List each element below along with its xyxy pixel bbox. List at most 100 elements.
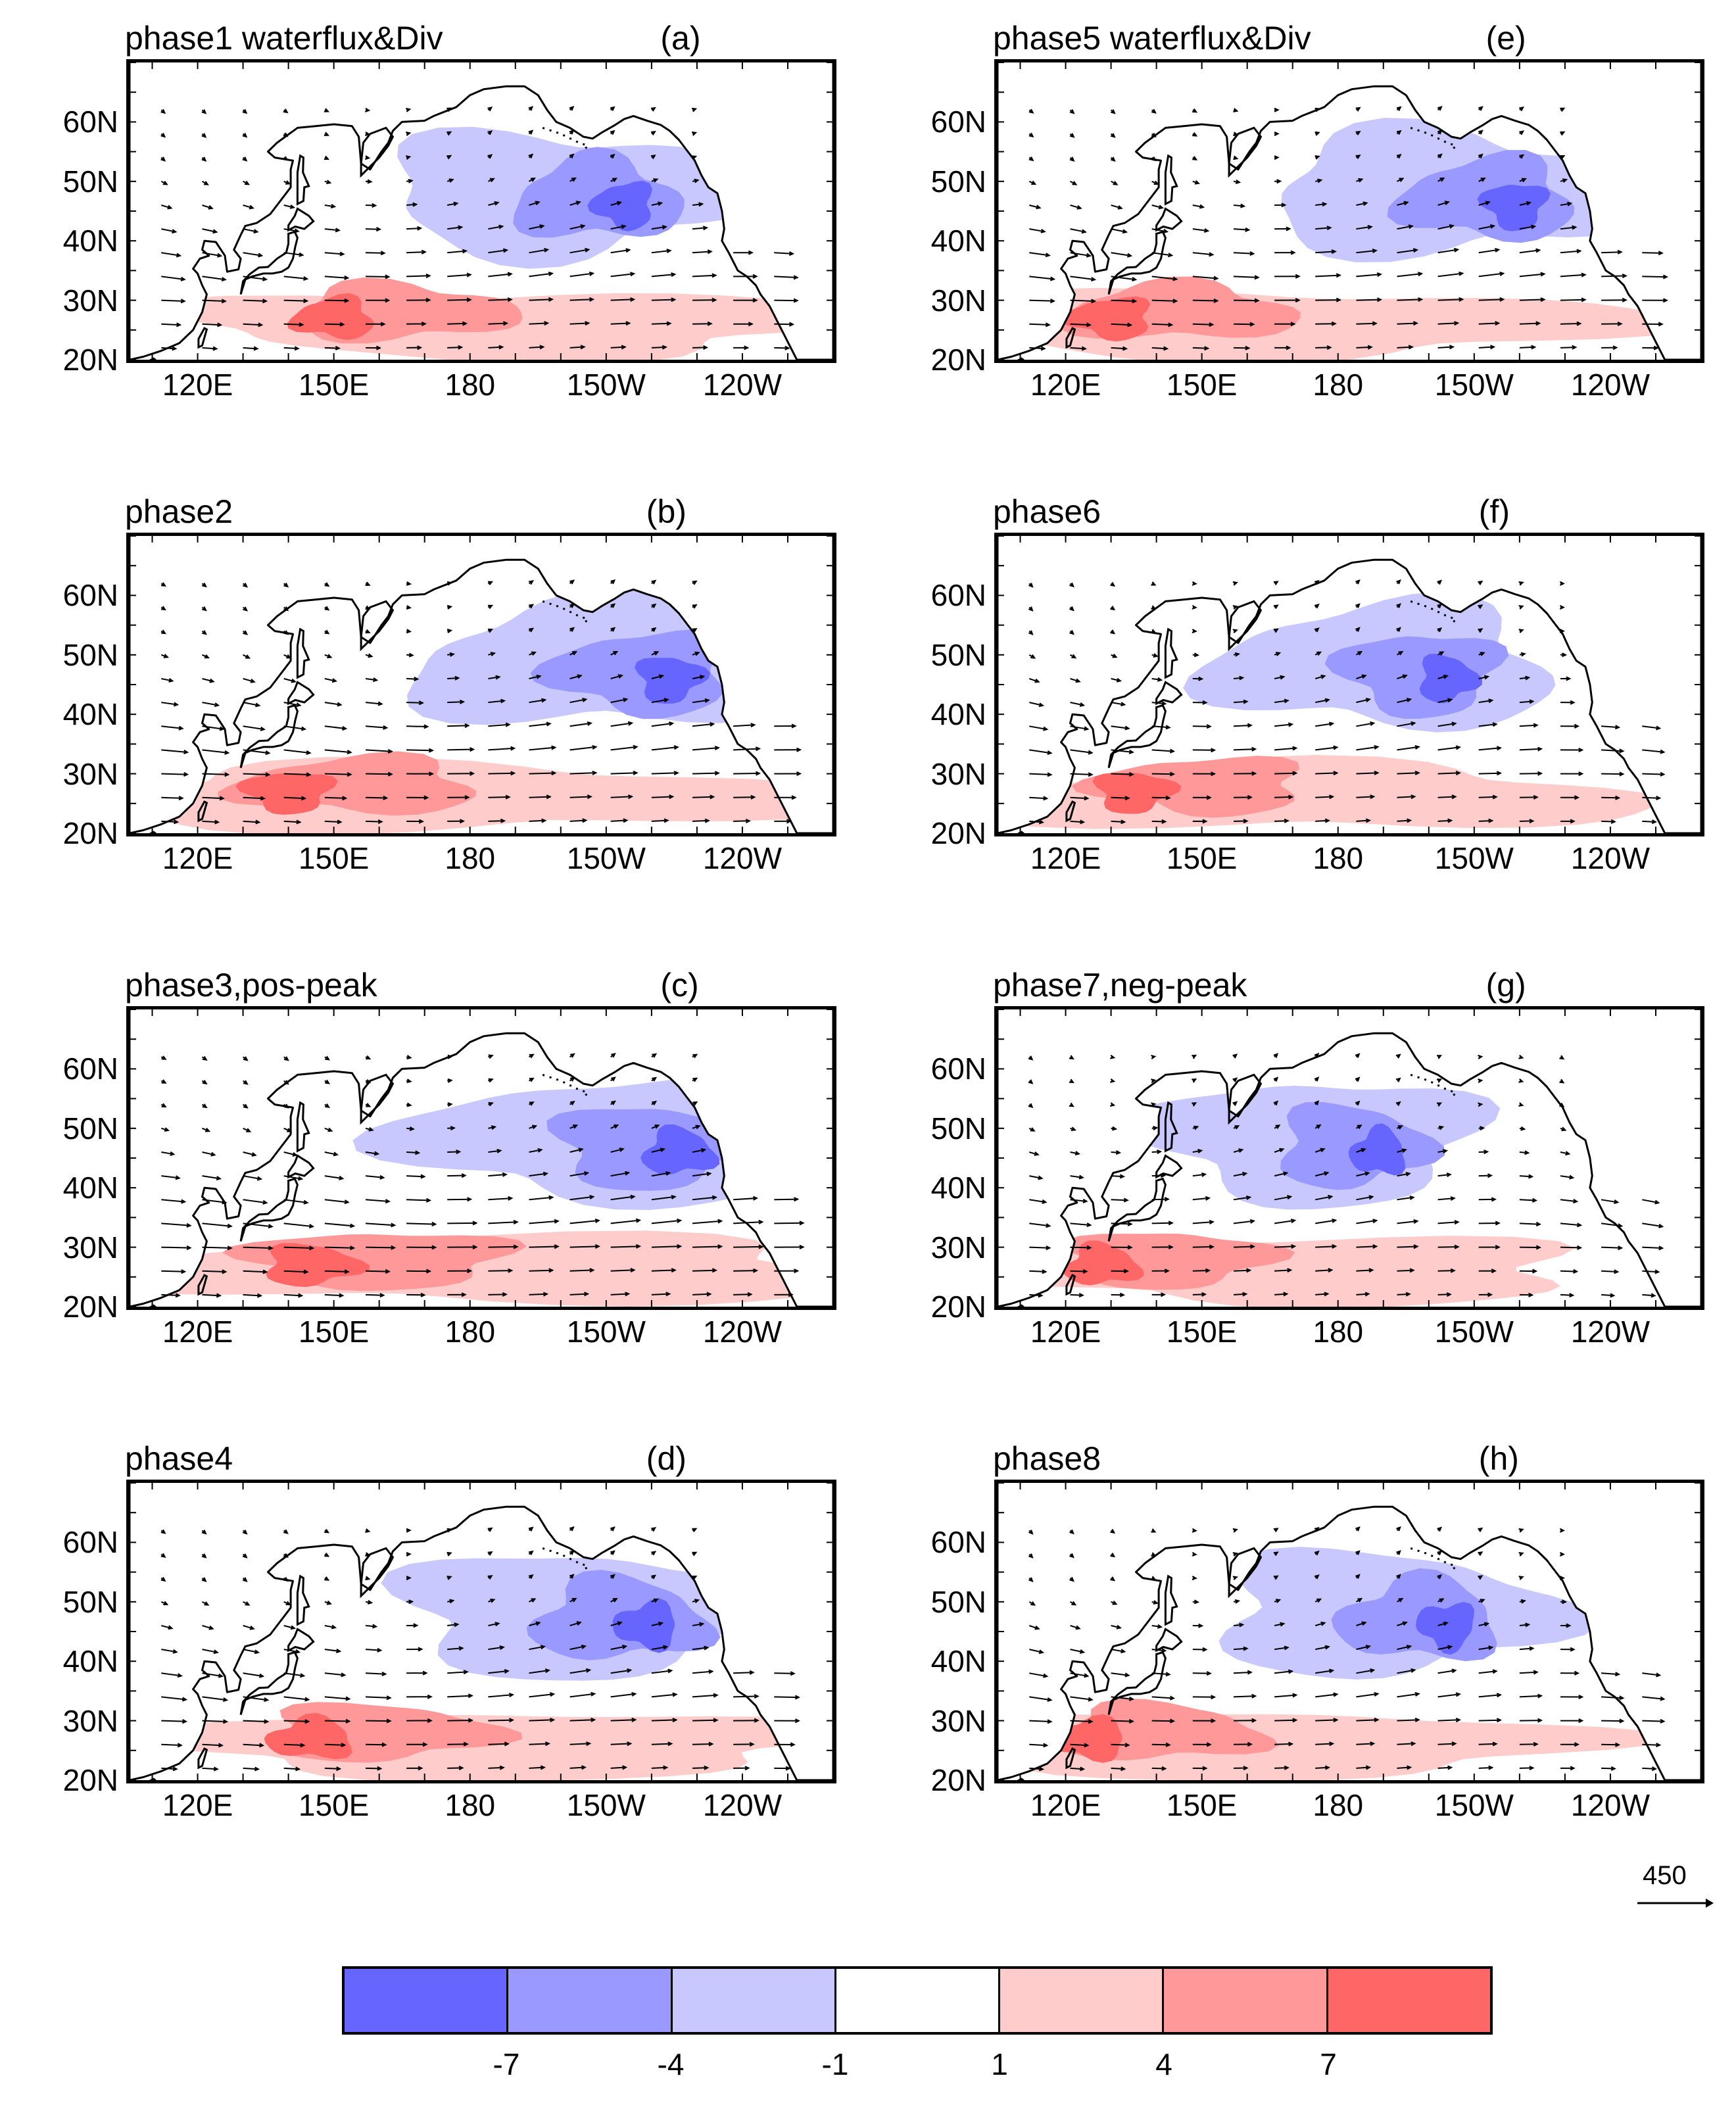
flux-vector-head [299, 1673, 306, 1678]
flux-vector-head [1581, 272, 1587, 278]
flux-vector-head [1239, 1622, 1245, 1628]
flux-vector [365, 1151, 379, 1155]
flux-vector-head [542, 1292, 549, 1297]
flux-vector-head [528, 130, 534, 135]
flux-vector-head [1447, 1645, 1453, 1650]
flux-vector-head [704, 818, 710, 823]
flux-vector-head [1284, 698, 1290, 704]
flux-vector-head [446, 1576, 452, 1580]
flux-vector-head [1574, 1670, 1580, 1676]
flux-vector [692, 299, 716, 301]
flux-vector-head [1324, 1292, 1330, 1297]
flux-vector [1070, 1175, 1083, 1178]
flux-vector [610, 273, 635, 278]
flux-vector-head [1540, 272, 1546, 277]
flux-vector [202, 773, 229, 775]
flux-vector [1642, 1720, 1664, 1722]
flux-vector-head [1288, 1669, 1294, 1674]
flux-vector [283, 820, 301, 823]
flux-vector-head [653, 1598, 659, 1603]
negative-anomaly-strong [1477, 184, 1551, 231]
flux-vector-head [1450, 1196, 1456, 1201]
flux-vector [651, 1293, 670, 1295]
flux-vector-head [368, 1126, 374, 1132]
flux-vector [1437, 272, 1463, 278]
flux-vector-head [160, 1529, 166, 1534]
flux-vector-head [242, 1577, 248, 1582]
flux-vector-head [1405, 1292, 1411, 1297]
flux-vector [1478, 1719, 1501, 1722]
island-outline [239, 230, 299, 295]
flux-vector-head [1374, 770, 1380, 775]
flux-vector-head [422, 1742, 428, 1747]
flux-vector-head [704, 698, 710, 703]
flux-vector [1478, 747, 1501, 751]
flux-vector-head [1570, 700, 1576, 705]
flux-vector-head [1284, 818, 1290, 823]
flux-vector-head [202, 582, 207, 588]
flux-vector [1111, 1199, 1128, 1201]
flux-vector [1192, 228, 1209, 232]
flux-vector-head [700, 1148, 707, 1153]
flux-vector-head [1410, 721, 1416, 726]
flux-vector [447, 1624, 458, 1626]
panel-title: phase8 [993, 1440, 1101, 1477]
island-outline [197, 327, 208, 349]
flux-vector [1233, 677, 1243, 679]
flux-vector [1519, 273, 1545, 278]
panel-g: phase7,neg-peak (g) 60N 50N 40N 30N 20N 120E 150… [868, 967, 1710, 1388]
flux-vector [692, 274, 716, 278]
flux-vector [324, 1720, 350, 1722]
flux-vector-head [415, 1150, 421, 1155]
flux-vector-head [1355, 130, 1361, 135]
flux-vector-head [1273, 1528, 1279, 1533]
flux-vector-head [1080, 1766, 1086, 1772]
flux-vector-head [537, 1148, 543, 1153]
flux-vector [1601, 820, 1615, 823]
flux-vector-head [385, 1199, 391, 1204]
flux-vector-head [1331, 321, 1337, 326]
flux-vector-head [504, 1741, 510, 1747]
flux-vector-head [788, 251, 795, 256]
flux-vector [529, 796, 550, 798]
flux-vector-head [1326, 345, 1332, 350]
flux-vector-head [627, 721, 634, 726]
flux-vector-head [1240, 203, 1246, 208]
flux-vector [1315, 227, 1331, 230]
flux-vector [161, 1625, 172, 1630]
flux-vector-head [1286, 226, 1291, 231]
flux-vector-head [1362, 201, 1368, 206]
flux-vector-head [265, 750, 271, 756]
flux-vector [365, 1625, 377, 1628]
flux-vector [283, 1696, 309, 1701]
flux-vector-head [1396, 106, 1402, 111]
flux-vector-head [585, 321, 591, 326]
flux-vector-head [796, 747, 802, 752]
flux-vector-head [1355, 1574, 1361, 1579]
flux-vector-head [498, 345, 504, 350]
lon-label: 150W [1434, 1788, 1514, 1822]
flux-vector-head [463, 1670, 469, 1675]
flux-vector [1437, 698, 1452, 704]
flux-vector [1519, 1199, 1536, 1201]
flux-vector [569, 1693, 595, 1698]
flux-vector [1397, 722, 1415, 727]
flux-vector-head [692, 1101, 698, 1106]
flux-vector [1314, 1622, 1325, 1626]
flux-vector [1111, 773, 1133, 775]
flux-vector-head [1122, 229, 1128, 234]
flux-vector-head [1528, 1292, 1534, 1297]
flux-vector-head [423, 724, 429, 729]
flux-vector [324, 678, 337, 682]
flux-vector [1397, 225, 1412, 230]
flux-vector-head [569, 130, 575, 135]
flux-vector-head [1406, 1645, 1412, 1649]
flux-vector-head [1455, 1717, 1461, 1723]
flux-vector [651, 250, 671, 254]
flux-vector-head [1574, 723, 1580, 729]
flux-vector [243, 1696, 268, 1701]
flux-vector-head [1324, 818, 1330, 823]
flux-vector-head [1128, 772, 1135, 777]
flux-vector-head [1622, 273, 1628, 278]
flux-vector [1437, 299, 1463, 301]
